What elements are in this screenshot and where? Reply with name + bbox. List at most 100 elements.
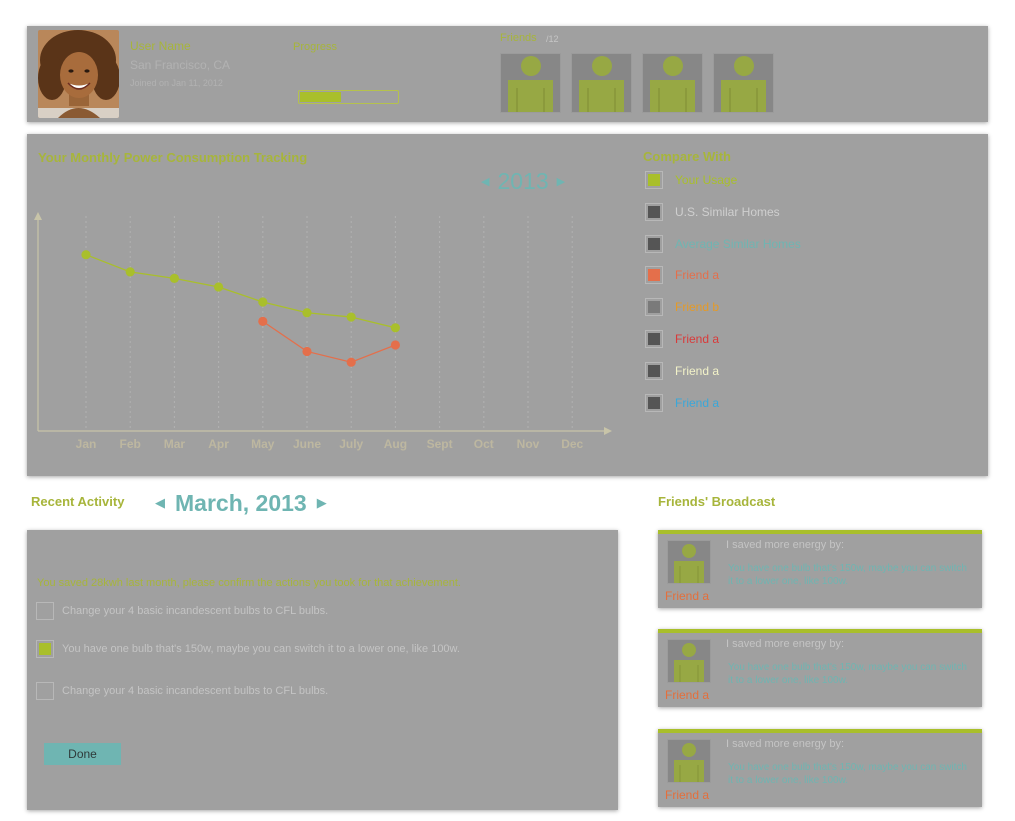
friend-thumbnail[interactable] — [500, 53, 561, 113]
compare-option-label: Friend b — [675, 300, 720, 314]
compare-option[interactable]: Your Usage — [645, 170, 737, 190]
checkbox-icon[interactable] — [645, 394, 663, 412]
x-axis-arrow-icon — [604, 427, 612, 435]
friends-label[interactable]: Friends — [500, 32, 537, 44]
done-button[interactable]: Done — [44, 743, 121, 765]
x-tick-label: Apr — [208, 437, 229, 451]
compare-option[interactable]: Friend a — [645, 361, 719, 381]
activity-item-text: Change your 4 basic incandescent bulbs t… — [62, 605, 329, 617]
data-point[interactable] — [302, 308, 312, 318]
friend-avatar[interactable] — [667, 739, 711, 783]
compare-option-label: Friend a — [675, 364, 720, 378]
data-point[interactable] — [214, 282, 224, 292]
checkbox-checked-icon[interactable] — [36, 640, 54, 658]
data-point[interactable] — [346, 312, 356, 322]
broadcast-headline: I saved more energy by: — [726, 539, 845, 551]
data-point[interactable] — [258, 316, 268, 326]
color-swatch — [648, 206, 660, 218]
person-silhouette-icon — [721, 56, 766, 112]
data-point[interactable] — [258, 297, 268, 307]
compare-option[interactable]: Friend a — [645, 265, 719, 285]
friends-count: /12 — [546, 34, 559, 44]
color-swatch — [648, 301, 660, 313]
data-point[interactable] — [346, 357, 356, 367]
friend-thumbnail[interactable] — [713, 53, 774, 113]
checkbox-icon[interactable] — [645, 330, 663, 348]
x-tick-label: Aug — [384, 437, 407, 451]
person-silhouette-icon — [674, 643, 704, 682]
checkbox-icon[interactable] — [36, 682, 54, 700]
broadcast-card[interactable]: Friend a I saved more energy by: You have … — [658, 629, 982, 707]
progress-bar-fill — [300, 92, 341, 102]
month-label: March, 2013 — [175, 489, 307, 516]
activity-item[interactable]: Change your 4 basic incandescent bulbs t… — [36, 602, 328, 620]
user-location: San Francisco, CA — [130, 58, 231, 72]
checkbox-icon[interactable] — [645, 266, 663, 284]
activity-item[interactable]: Change your 4 basic incandescent bulbs t… — [36, 682, 328, 700]
compare-option[interactable]: Average Similar Homes — [645, 234, 801, 254]
broadcast-friend-name[interactable]: Friend a — [665, 589, 710, 603]
activity-item[interactable]: You have one bulb that's 150w, maybe you… — [36, 640, 460, 658]
x-tick-label: July — [339, 437, 363, 451]
user-name[interactable]: User Name — [130, 39, 191, 53]
compare-option[interactable]: U.S. Similar Homes — [645, 202, 780, 222]
series-line — [85, 254, 396, 329]
broadcast-card[interactable]: Friend a I saved more energy by: You have … — [658, 729, 982, 807]
broadcast-card[interactable]: Friend a I saved more energy by: You have … — [658, 530, 982, 608]
caret-left-icon[interactable]: ◀ — [481, 175, 490, 188]
data-point[interactable] — [125, 267, 135, 277]
color-swatch — [648, 238, 660, 250]
friend-avatar[interactable] — [667, 540, 711, 584]
caret-right-icon[interactable]: ▶ — [556, 175, 566, 188]
color-swatch — [648, 397, 660, 409]
progress-label: Progress — [293, 41, 338, 53]
compare-option[interactable]: Friend a — [645, 393, 719, 413]
broadcast-friend-name[interactable]: Friend a — [665, 688, 710, 702]
broadcast-friend-name[interactable]: Friend a — [665, 788, 710, 802]
checkbox-icon[interactable] — [645, 203, 663, 221]
activity-item-text: Change your 4 basic incandescent bulbs t… — [62, 685, 329, 697]
caret-right-icon[interactable]: ▶ — [316, 495, 327, 510]
user-avatar[interactable] — [38, 30, 119, 118]
consumption-chart-panel: Your Monthly Power Consumption Tracking … — [27, 134, 988, 476]
x-tick-label: Feb — [120, 437, 141, 451]
checkbox-icon[interactable] — [645, 298, 663, 316]
compare-option[interactable]: Friend a — [645, 329, 719, 349]
checkbox-checked-icon[interactable] — [645, 171, 663, 189]
data-point[interactable] — [390, 323, 400, 333]
activity-intro: You saved 28kwh last month, please confi… — [37, 577, 461, 589]
person-silhouette-icon — [508, 56, 553, 112]
friend-avatar[interactable] — [667, 639, 711, 683]
compare-option-label: Average Similar Homes — [675, 237, 801, 251]
profile-header: User Name San Francisco, CA Joined on Ja… — [27, 26, 988, 122]
consumption-line-chart: Jan Feb Mar Apr May June July Aug Sept Oct Nov Dec — [34, 212, 612, 451]
activity-item-text: You have one bulb that's 150w, maybe you… — [62, 643, 460, 655]
activity-panel: You saved 28kwh last month, please confi… — [27, 530, 618, 810]
x-tick-label: Jan — [76, 437, 97, 451]
data-point[interactable] — [81, 250, 91, 260]
checkbox-icon[interactable] — [645, 362, 663, 380]
x-tick-label: Oct — [474, 437, 494, 451]
color-swatch — [648, 333, 660, 345]
data-point[interactable] — [390, 340, 400, 350]
data-point[interactable] — [302, 346, 312, 357]
broadcast-detail: You have one bulb that's 150w, maybe you… — [728, 563, 967, 587]
checkbox-icon[interactable] — [36, 602, 54, 620]
x-tick-label: Dec — [561, 437, 583, 451]
year-selector: ◀ 2013 ▶ — [481, 167, 565, 195]
x-tick-label: Mar — [164, 437, 186, 451]
compare-option-label: Your Usage — [675, 173, 738, 187]
data-point[interactable] — [169, 273, 179, 283]
friend-thumbnail[interactable] — [642, 53, 703, 113]
caret-left-icon[interactable]: ◀ — [155, 495, 165, 510]
compare-option[interactable]: Friend b — [645, 297, 719, 317]
friend-thumbnail[interactable] — [571, 53, 632, 113]
compare-option-label: U.S. Similar Homes — [675, 205, 780, 219]
checkbox-icon[interactable] — [645, 235, 663, 253]
compare-option-label: Friend a — [675, 332, 720, 346]
x-tick-label: June — [293, 437, 321, 451]
broadcast-headline: I saved more energy by: — [726, 738, 845, 750]
user-photo-icon — [38, 30, 119, 118]
progress-bar — [298, 90, 399, 104]
x-tick-label: Nov — [517, 437, 540, 451]
